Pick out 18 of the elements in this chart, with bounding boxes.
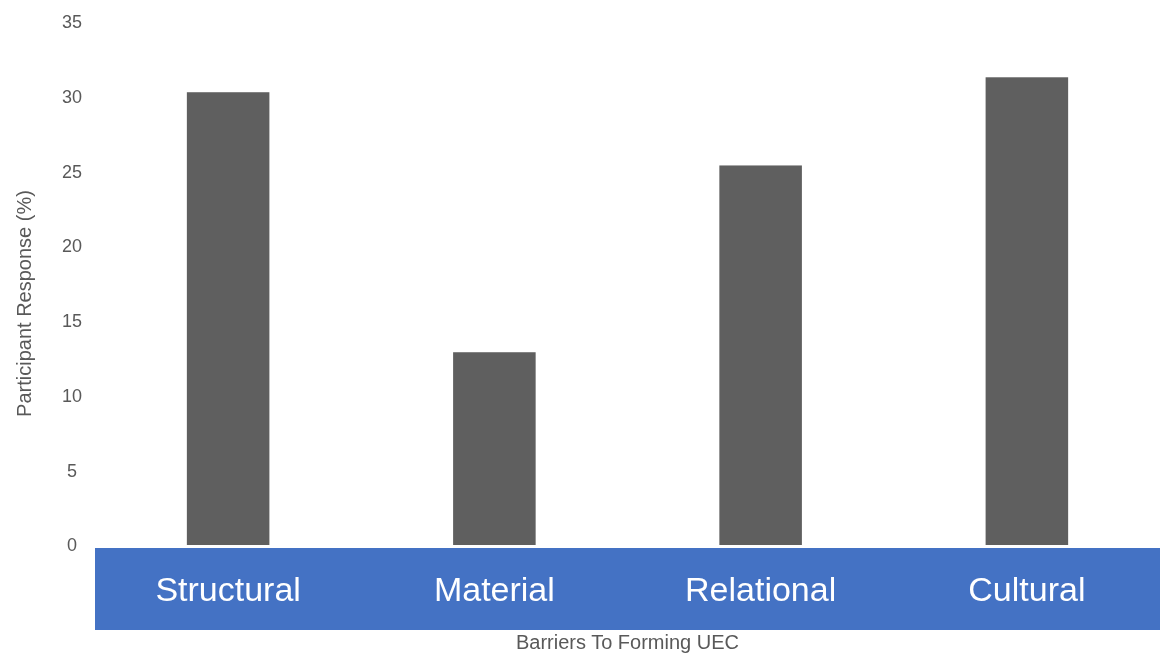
y-tick-label: 35 bbox=[61, 12, 83, 33]
y-tick-label: 25 bbox=[61, 161, 83, 182]
y-tick-label: 0 bbox=[66, 535, 78, 556]
y-tick-label: 30 bbox=[61, 87, 83, 108]
x-tick-label: Structural bbox=[155, 569, 301, 608]
x-tick-label: Material bbox=[433, 569, 555, 608]
bar bbox=[453, 352, 536, 545]
x-tick-label: Cultural bbox=[968, 569, 1086, 608]
y-tick-label: 20 bbox=[61, 236, 83, 257]
y-tick-label: 5 bbox=[66, 460, 78, 481]
x-axis-title: Barriers To Forming UEC bbox=[515, 631, 740, 653]
bar bbox=[719, 165, 802, 545]
y-axis-title: Participant Response (%) bbox=[13, 190, 35, 417]
bar bbox=[985, 77, 1069, 545]
y-tick-label: 15 bbox=[61, 311, 83, 332]
x-tick-label: Relational bbox=[685, 569, 837, 608]
y-tick-label: 10 bbox=[61, 385, 83, 406]
bar bbox=[186, 92, 270, 545]
